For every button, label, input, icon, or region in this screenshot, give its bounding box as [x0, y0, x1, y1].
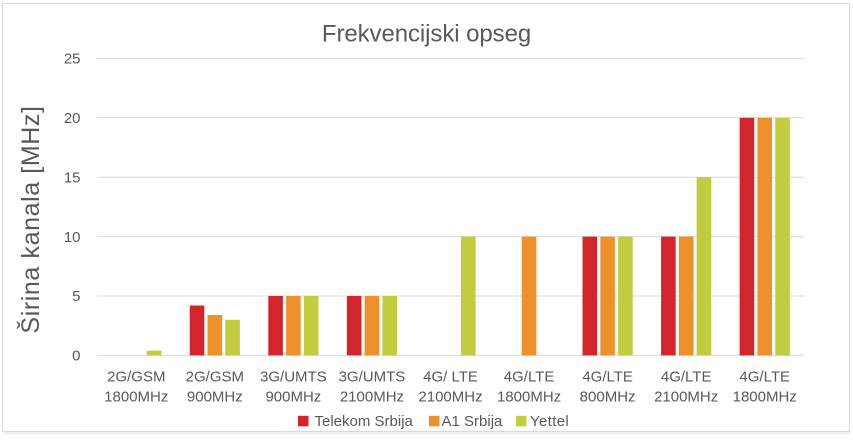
- svg-text:4G/LTE: 4G/LTE: [582, 369, 633, 386]
- svg-text:900MHz: 900MHz: [187, 389, 243, 406]
- svg-text:3G/UMTS: 3G/UMTS: [339, 369, 406, 386]
- svg-text:2G/GSM: 2G/GSM: [107, 369, 165, 386]
- svg-text:15: 15: [64, 169, 81, 186]
- svg-text:20: 20: [64, 110, 81, 127]
- svg-text:3G/UMTS: 3G/UMTS: [260, 369, 327, 386]
- svg-text:4G/LTE: 4G/LTE: [504, 369, 555, 386]
- svg-text:1800MHz: 1800MHz: [497, 389, 561, 406]
- svg-text:1800MHz: 1800MHz: [733, 389, 797, 406]
- svg-text:1800MHz: 1800MHz: [104, 389, 168, 406]
- svg-text:Telekom Srbija: Telekom Srbija: [315, 413, 414, 430]
- svg-text:Yettel: Yettel: [530, 413, 569, 430]
- svg-text:900MHz: 900MHz: [265, 389, 321, 406]
- svg-text:2100MHz: 2100MHz: [418, 389, 482, 406]
- svg-text:800MHz: 800MHz: [580, 389, 636, 406]
- svg-text:4G/LTE: 4G/LTE: [661, 369, 712, 386]
- svg-text:25: 25: [64, 51, 81, 68]
- svg-text:2100MHz: 2100MHz: [340, 389, 404, 406]
- svg-text:10: 10: [64, 229, 81, 246]
- svg-text:2100MHz: 2100MHz: [654, 389, 718, 406]
- svg-text:Širina kanala [MHz]: Širina kanala [MHz]: [16, 105, 45, 333]
- svg-text:5: 5: [72, 288, 80, 305]
- svg-text:4G/ LTE: 4G/ LTE: [423, 369, 478, 386]
- svg-text:Frekvencijski opseg: Frekvencijski opseg: [322, 21, 531, 48]
- svg-text:0: 0: [72, 348, 80, 365]
- svg-text:4G/LTE: 4G/LTE: [739, 369, 790, 386]
- svg-text:A1 Srbija: A1 Srbija: [442, 413, 504, 430]
- svg-text:2G/GSM: 2G/GSM: [186, 369, 244, 386]
